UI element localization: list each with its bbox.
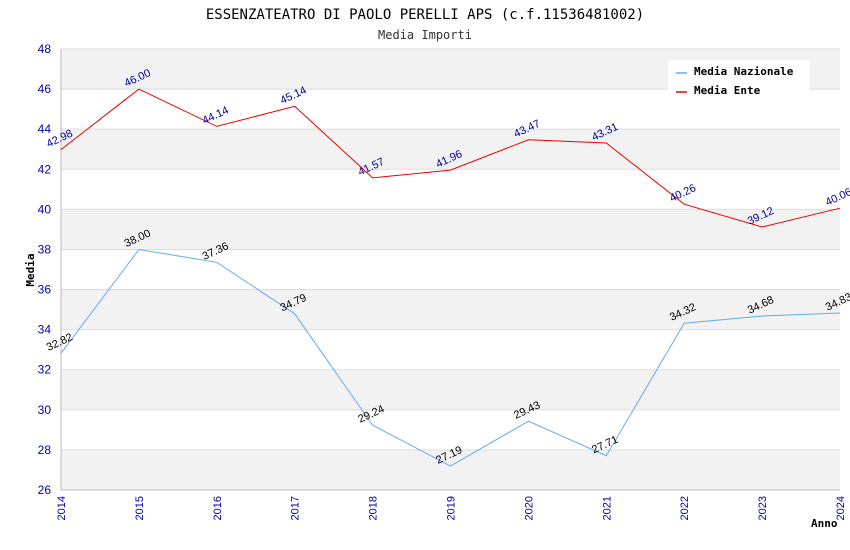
x-tick-label: 2017: [290, 496, 302, 520]
grid-band: [61, 369, 840, 410]
x-tick-label: 2015: [134, 496, 146, 520]
y-tick-label: 40: [38, 202, 52, 216]
grid-band: [61, 129, 840, 170]
series-line-media-nazionale: [60, 248, 841, 467]
grid-bands: [61, 49, 840, 490]
chart-subtitle: Media Importi: [378, 28, 472, 42]
legend: Media Nazionale Media Ente: [668, 60, 810, 102]
legend-label-media-ente: Media Ente: [694, 84, 761, 97]
y-tick-label: 44: [38, 122, 52, 136]
y-axis-label: Media: [24, 253, 37, 286]
gridlines: [61, 48, 840, 491]
x-axis-ticks: 2014 2015 2016 2017 2018 2019 2020 2021 2022 2023…: [56, 496, 847, 520]
x-tick-label: 2014: [56, 496, 68, 520]
y-tick-label: 48: [38, 42, 52, 56]
x-tick-label: 2020: [523, 496, 535, 520]
data-label: 40.06: [824, 186, 850, 209]
x-axis-label: Anno: [811, 517, 838, 530]
y-tick-label: 46: [38, 82, 52, 96]
x-tick-label: 2021: [601, 496, 613, 520]
y-tick-label: 28: [38, 443, 52, 457]
x-tick-label: 2023: [757, 496, 769, 520]
y-tick-label: 38: [38, 242, 52, 256]
y-axis-ticks: 26 28 30 32 34 36 38 40 42 44 46 48: [38, 42, 52, 497]
y-tick-label: 30: [38, 403, 52, 417]
series-lines: [60, 88, 841, 467]
legend-box: [668, 60, 810, 102]
x-tick-label: 2019: [446, 496, 458, 520]
x-tick-label: 2024: [835, 496, 847, 520]
y-tick-label: 42: [38, 162, 52, 176]
x-tick-label: 2022: [679, 496, 691, 520]
y-tick-label: 32: [38, 363, 52, 377]
legend-label-media-nazionale: Media Nazionale: [694, 65, 794, 78]
axes: [60, 49, 840, 491]
grid-band: [61, 289, 840, 330]
series-line-media-ente: [60, 88, 841, 228]
y-tick-label: 34: [38, 323, 52, 337]
grid-band: [61, 209, 840, 250]
grid-band: [61, 449, 840, 490]
x-tick-label: 2018: [368, 496, 380, 520]
y-tick-label: 36: [38, 283, 52, 297]
chart-title: ESSENZATEATRO DI PAOLO PERELLI APS (c.f.…: [206, 7, 644, 23]
y-tick-label: 26: [38, 483, 52, 497]
data-label: 40.26: [668, 182, 698, 205]
x-tick-label: 2016: [212, 496, 224, 520]
